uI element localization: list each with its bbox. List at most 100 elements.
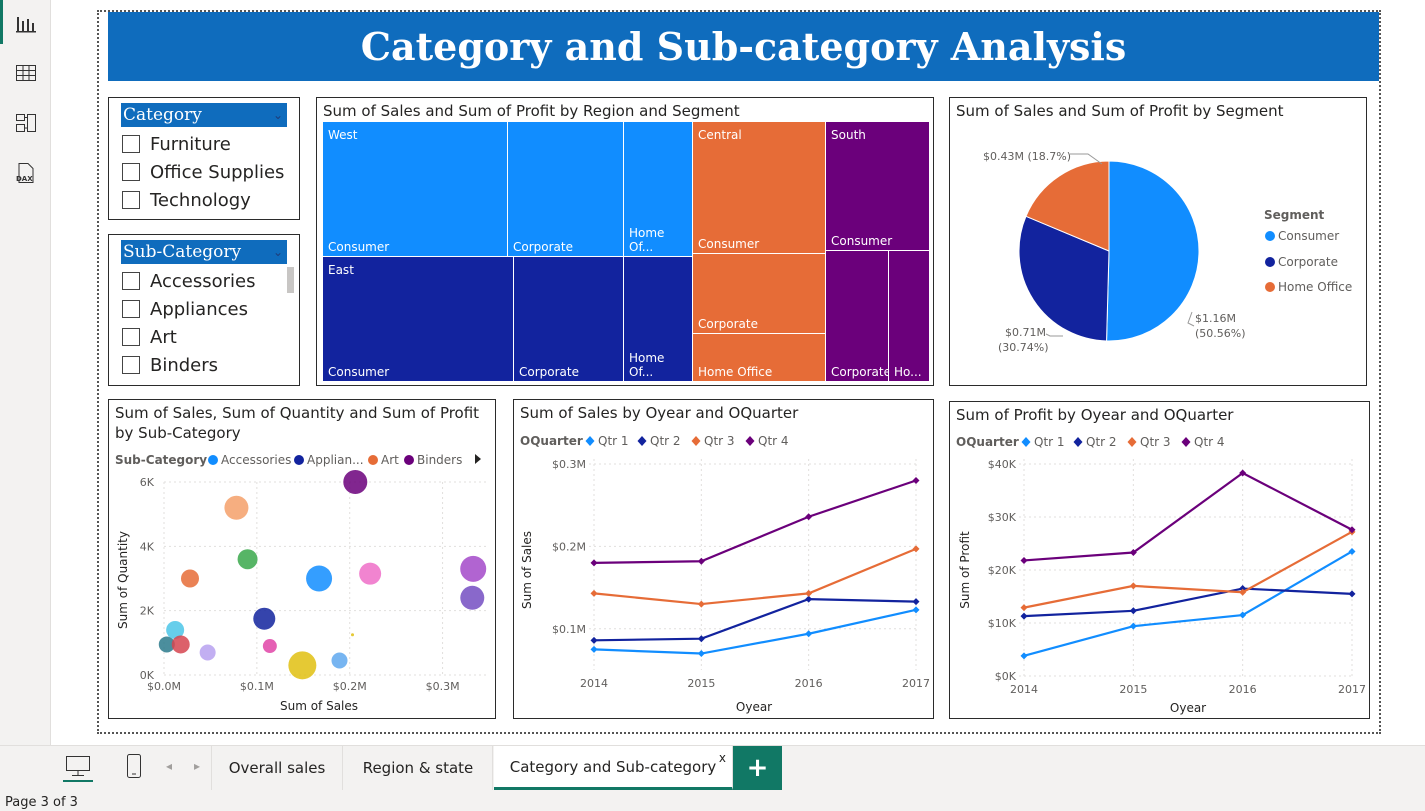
scatter-point[interactable] — [166, 620, 185, 639]
legend-item-qtr-3[interactable]: Qtr 3 — [691, 434, 735, 448]
line-point[interactable] — [1239, 469, 1247, 477]
pie-slice-consumer[interactable] — [1106, 160, 1200, 342]
treemap-cell-south-corporate[interactable]: Corporate — [826, 251, 891, 381]
legend-item-qtr-4[interactable]: Qtr 4 — [1181, 435, 1225, 449]
slicer-item-accessories[interactable]: Accessories — [122, 268, 256, 294]
line-point[interactable] — [912, 476, 920, 484]
treemap-cell-central-corporate[interactable]: Corporate — [693, 254, 825, 333]
line-point[interactable] — [697, 557, 705, 565]
line-point[interactable] — [1129, 582, 1137, 590]
scatter-point[interactable] — [306, 565, 333, 592]
line-point[interactable] — [1129, 549, 1137, 557]
treemap-cell-central-consumer[interactable]: Central Consumer — [693, 122, 825, 253]
line-point[interactable] — [590, 636, 598, 644]
slicer-item-office-supplies[interactable]: Office Supplies — [122, 159, 284, 185]
pie-legend-item-corporate[interactable]: Corporate — [1265, 255, 1338, 269]
scatter-point[interactable] — [460, 585, 485, 610]
treemap-cell-west-corporate[interactable]: Corporate — [508, 122, 623, 256]
scatter-point[interactable] — [199, 644, 216, 661]
scatter-point[interactable] — [460, 555, 487, 582]
checkbox[interactable] — [122, 356, 140, 374]
line-point[interactable] — [805, 513, 813, 521]
treemap-cell-central-home-office[interactable]: Home Office — [693, 334, 825, 381]
line-series-qtr-1[interactable] — [1023, 550, 1353, 657]
scatter-point[interactable] — [237, 549, 258, 570]
pie-slice-corporate[interactable] — [1018, 215, 1110, 342]
line-point[interactable] — [1020, 612, 1028, 620]
treemap-cell-east-corporate[interactable]: Corporate — [514, 257, 623, 381]
scatter-point[interactable] — [171, 635, 190, 654]
treemap-cell-east-consumer[interactable]: East Consumer — [323, 257, 513, 381]
line-series-qtr-3[interactable] — [1023, 530, 1353, 609]
scatter-point[interactable] — [181, 569, 199, 588]
tab-scroll-right-icon[interactable]: ▸ — [194, 759, 201, 773]
line-point[interactable] — [912, 545, 920, 553]
checkbox[interactable] — [122, 135, 140, 153]
line-point[interactable] — [590, 559, 598, 567]
treemap-cell-west-consumer[interactable]: West Consumer — [323, 122, 507, 256]
line-series-qtr-4[interactable] — [593, 479, 917, 564]
slicer-item-appliances[interactable]: Appliances — [122, 296, 248, 322]
line-point[interactable] — [1348, 590, 1356, 598]
pie-legend-item-home-office[interactable]: Home Office — [1265, 280, 1352, 294]
chevron-down-icon[interactable]: ⌄ — [272, 108, 283, 122]
checkbox[interactable] — [122, 328, 140, 346]
line-series-qtr-3[interactable] — [593, 547, 917, 606]
pie-slice-home-office[interactable] — [1025, 160, 1110, 252]
checkbox[interactable] — [122, 191, 140, 209]
dax-query-icon[interactable]: DAX — [14, 161, 38, 185]
checkbox[interactable] — [122, 272, 140, 290]
category-slicer-header[interactable]: Category ⌄ — [121, 103, 287, 127]
tab-scroll-left-icon[interactable]: ◂ — [166, 759, 173, 773]
chevron-down-icon[interactable]: ⌄ — [272, 245, 283, 259]
treemap-cell-west-home-office[interactable]: Home Of... — [624, 122, 692, 256]
line-point[interactable] — [1020, 556, 1028, 564]
legend-next-arrow-icon[interactable] — [475, 454, 481, 464]
scatter-legend-item-accessories[interactable]: Accessories — [208, 453, 291, 467]
legend-item-qtr-2[interactable]: Qtr 2 — [637, 434, 681, 448]
line-point[interactable] — [805, 589, 813, 597]
pie-legend-item-consumer[interactable]: Consumer — [1265, 229, 1339, 243]
line-point[interactable] — [912, 606, 920, 614]
legend-item-qtr-2[interactable]: Qtr 2 — [1073, 435, 1117, 449]
scatter-point[interactable] — [158, 636, 175, 653]
subcategory-slicer-header[interactable]: Sub-Category ⌄ — [121, 240, 287, 264]
close-icon[interactable]: x — [718, 751, 726, 765]
line-point[interactable] — [1239, 588, 1247, 596]
add-page-button[interactable]: + — [733, 746, 782, 790]
model-view-icon[interactable] — [14, 111, 38, 135]
legend-item-qtr-1[interactable]: Qtr 1 — [585, 434, 629, 448]
checkbox[interactable] — [122, 163, 140, 181]
treemap-cell-south-consumer[interactable]: South Consumer — [826, 122, 929, 250]
tab-category-subcategory[interactable]: Category and Sub-category x — [494, 746, 733, 790]
line-point[interactable] — [805, 630, 813, 638]
line-series-qtr-2[interactable] — [593, 598, 917, 642]
desktop-layout-icon[interactable] — [63, 752, 93, 782]
scatter-point[interactable] — [224, 495, 249, 520]
line-point[interactable] — [1020, 604, 1028, 612]
line-point[interactable] — [912, 598, 920, 606]
scatter-legend-item-appliances[interactable]: Applian... — [294, 453, 364, 467]
slicer-scrollbar[interactable] — [287, 267, 294, 293]
scatter-point[interactable] — [359, 562, 382, 585]
scatter-point[interactable] — [351, 633, 354, 637]
table-view-icon[interactable] — [14, 61, 38, 85]
line-point[interactable] — [697, 600, 705, 608]
line-point[interactable] — [1348, 547, 1356, 555]
scatter-point[interactable] — [331, 652, 348, 669]
scatter-legend-item-art[interactable]: Art — [368, 453, 399, 467]
tab-region-state[interactable]: Region & state — [344, 746, 493, 790]
line-series-qtr-1[interactable] — [593, 608, 917, 655]
scatter-point[interactable] — [288, 651, 317, 680]
scatter-point[interactable] — [343, 470, 368, 494]
scatter-point[interactable] — [253, 607, 276, 630]
line-point[interactable] — [1239, 611, 1247, 619]
line-point[interactable] — [697, 635, 705, 643]
legend-item-qtr-1[interactable]: Qtr 1 — [1021, 435, 1065, 449]
tab-overall-sales[interactable]: Overall sales — [211, 746, 343, 790]
mobile-layout-icon[interactable] — [122, 752, 146, 782]
line-point[interactable] — [805, 595, 813, 603]
line-point[interactable] — [590, 645, 598, 653]
scatter-point[interactable] — [262, 639, 277, 654]
treemap-cell-south-home-office[interactable]: Ho... — [889, 251, 929, 381]
